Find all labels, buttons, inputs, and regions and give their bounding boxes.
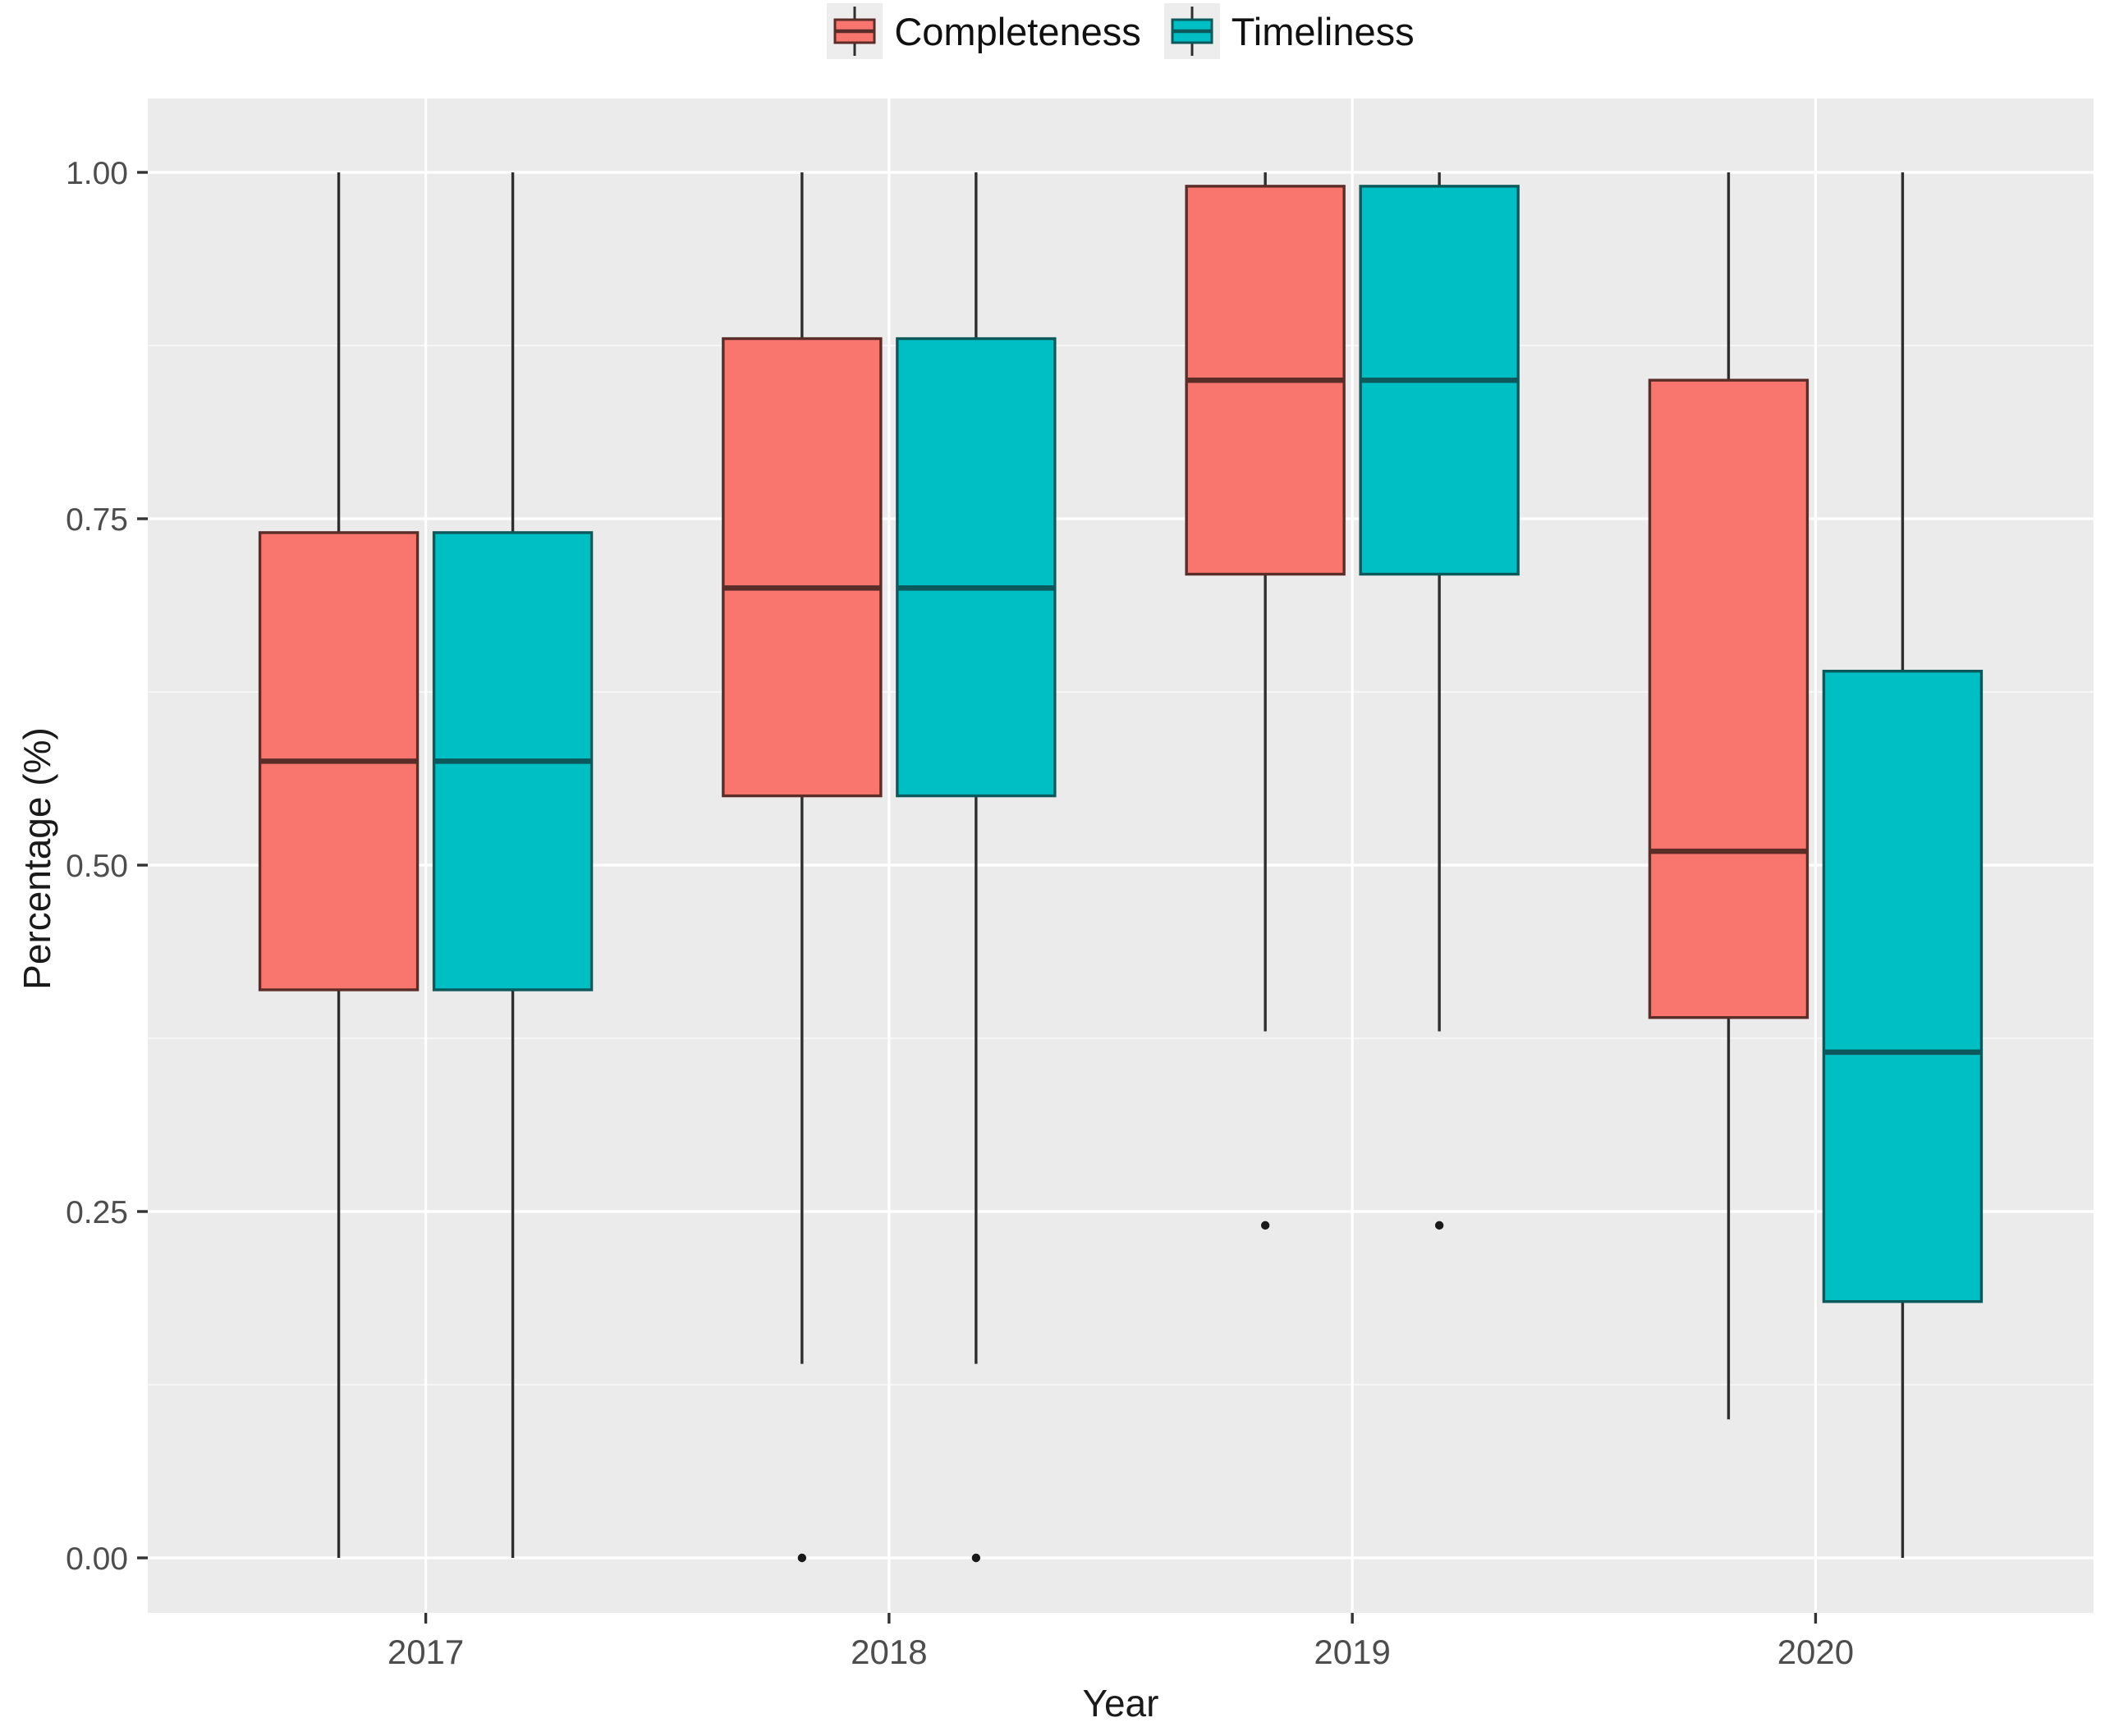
iqr-box [896,337,1057,798]
y-tick-label: 0.50 [66,849,128,884]
outlier-point [1260,1221,1270,1230]
iqr-box [722,337,883,798]
y-tick-label: 0.00 [66,1541,128,1577]
legend-item-timeliness: Timeliness [1163,3,1415,59]
legend-key-boxplot-icon [1163,3,1220,59]
boxplot-2019-completeness [1185,172,1346,1230]
boxplot-2017-timeliness [432,172,594,1558]
outlier-point [971,1553,981,1563]
boxplot-2018-completeness [722,172,883,1563]
x-axis-title: Year [1082,1682,1159,1725]
boxplot-2020-timeliness [1822,172,1984,1558]
boxplot-2018-timeliness [896,172,1057,1563]
outlier-point [797,1553,807,1563]
legend-key-boxplot-icon [827,3,883,59]
legend-label: Timeliness [1231,9,1415,53]
boxplot-2019-timeliness [1359,172,1520,1230]
legend: Completeness Timeliness [148,0,2094,62]
outlier-point [1434,1221,1444,1230]
x-tick-label: 2018 [851,1633,927,1671]
legend-label: Completeness [894,9,1141,53]
iqr-box [1648,378,1809,1019]
iqr-box [1822,669,1984,1303]
y-tick-label: 0.75 [66,502,128,538]
y-axis-title: Percentage (%) [16,727,58,990]
y-tick-label: 0.25 [66,1195,128,1230]
y-tick-label: 1.00 [66,156,128,191]
x-tick-label: 2020 [1777,1633,1854,1671]
boxplot-2020-completeness [1648,172,1809,1420]
boxplot-2017-completeness [258,172,420,1558]
legend-item-completeness: Completeness [827,3,1141,59]
x-tick-label: 2019 [1314,1633,1390,1671]
x-tick-label: 2017 [388,1633,464,1671]
